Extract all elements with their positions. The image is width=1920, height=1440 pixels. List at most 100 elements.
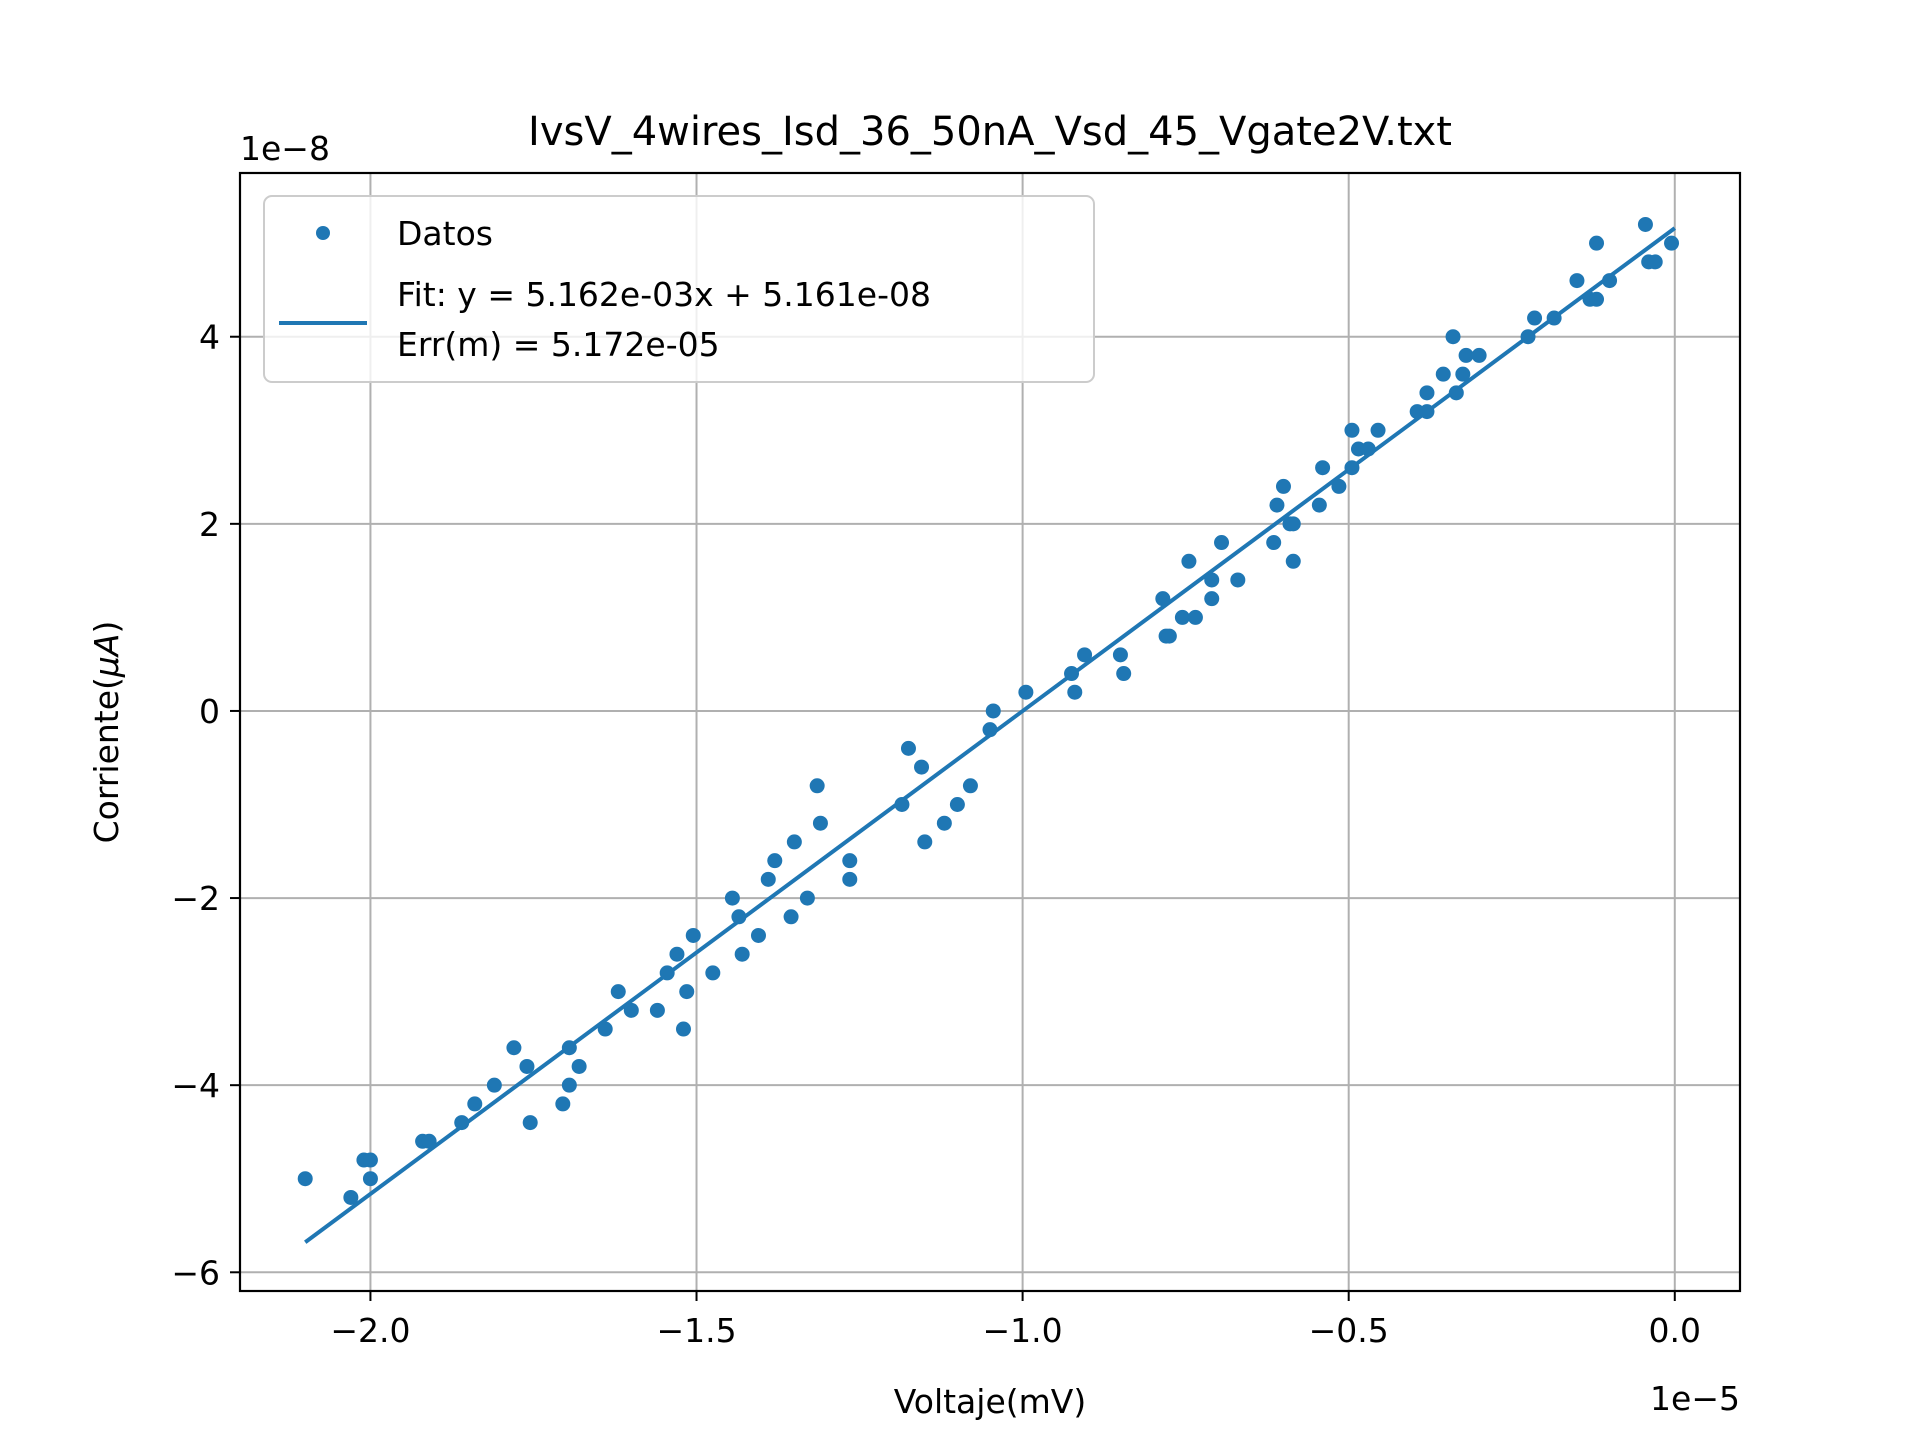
- data-point: [675, 1021, 691, 1037]
- data-point: [610, 984, 626, 1000]
- data-point: [362, 1152, 378, 1168]
- data-point: [705, 965, 721, 981]
- data-point: [1155, 591, 1171, 607]
- data-point: [1204, 572, 1220, 588]
- data-points: [297, 216, 1680, 1205]
- data-point: [1569, 273, 1585, 289]
- data-point: [1077, 647, 1093, 663]
- legend-label-datos: Datos: [397, 214, 493, 253]
- data-point: [1445, 329, 1461, 345]
- data-point: [1285, 516, 1301, 532]
- data-point: [1344, 460, 1360, 476]
- data-point: [936, 815, 952, 831]
- data-point: [1331, 478, 1347, 494]
- data-point: [297, 1171, 313, 1187]
- data-point: [1520, 329, 1536, 345]
- data-point: [1448, 385, 1464, 401]
- data-point: [467, 1096, 483, 1112]
- y-tick-label: −4: [171, 1066, 220, 1105]
- data-point: [1214, 535, 1230, 551]
- data-point: [985, 703, 1001, 719]
- data-point: [486, 1077, 502, 1093]
- data-point: [1311, 497, 1327, 513]
- data-point: [1204, 591, 1220, 607]
- data-point: [786, 834, 802, 850]
- plot-frame: [238, 171, 1742, 1293]
- data-point: [1455, 366, 1471, 382]
- x-tick-label: 0.0: [1649, 1311, 1701, 1350]
- x-tick-label: −1.0: [983, 1311, 1063, 1350]
- data-point: [1360, 441, 1376, 457]
- data-point: [1161, 628, 1177, 644]
- data-point: [731, 909, 747, 925]
- data-point: [362, 1171, 378, 1187]
- data-point: [454, 1115, 470, 1131]
- data-point: [799, 890, 815, 906]
- data-point: [1344, 422, 1360, 438]
- legend-box: [263, 195, 1095, 383]
- legend-label-fit-error: Err(m) = 5.172e-05: [397, 325, 720, 364]
- data-point: [1018, 684, 1034, 700]
- data-point: [1269, 497, 1285, 513]
- data-point: [842, 853, 858, 869]
- data-point: [750, 927, 766, 943]
- legend: Datos Fit: y = 5.162e-03x + 5.161e-08 Er…: [263, 195, 1095, 383]
- data-point: [1112, 647, 1128, 663]
- data-point: [760, 871, 776, 887]
- data-point: [506, 1040, 522, 1056]
- data-point: [685, 927, 701, 943]
- data-point: [1527, 310, 1543, 326]
- data-point: [1230, 572, 1246, 588]
- data-point: [1647, 254, 1663, 270]
- data-point: [917, 834, 933, 850]
- y-axis-label: Corriente(μA): [87, 621, 126, 844]
- data-point: [669, 946, 685, 962]
- y-tick-label: 0: [199, 692, 220, 731]
- data-point: [1275, 478, 1291, 494]
- data-point: [1067, 684, 1083, 700]
- x-offset-text: 1e−5: [1650, 1379, 1740, 1418]
- data-point: [1285, 553, 1301, 569]
- data-point: [1589, 291, 1605, 307]
- data-point: [900, 740, 916, 756]
- data-point: [561, 1077, 577, 1093]
- data-point: [1546, 310, 1562, 326]
- data-point: [659, 965, 675, 981]
- data-point: [1315, 460, 1331, 476]
- x-tick-label: −1.5: [656, 1311, 736, 1350]
- data-point: [1589, 235, 1605, 251]
- data-point: [1471, 347, 1487, 363]
- data-point: [519, 1058, 535, 1074]
- y-tick-label: 4: [199, 318, 220, 357]
- data-point: [1419, 385, 1435, 401]
- data-point: [783, 909, 799, 925]
- data-point: [1458, 347, 1474, 363]
- x-axis-ticks: −2.0 −1.5 −1.0 −0.5 0.0: [330, 1291, 1701, 1350]
- data-point: [623, 1002, 639, 1018]
- data-point: [1435, 366, 1451, 382]
- data-point: [522, 1115, 538, 1131]
- data-point: [894, 797, 910, 813]
- data-point: [555, 1096, 571, 1112]
- data-point: [982, 722, 998, 738]
- data-point: [561, 1040, 577, 1056]
- x-tick-label: −0.5: [1309, 1311, 1389, 1350]
- y-offset-text: 1e−8: [240, 129, 330, 168]
- data-point: [1266, 535, 1282, 551]
- data-point: [1181, 553, 1197, 569]
- data-point: [734, 946, 750, 962]
- data-point: [571, 1058, 587, 1074]
- data-point: [949, 797, 965, 813]
- data-point: [1637, 216, 1653, 232]
- data-point: [1370, 422, 1386, 438]
- data-point: [842, 871, 858, 887]
- legend-marker-datos: [316, 226, 330, 240]
- x-axis-label: Voltaje(mV): [894, 1382, 1086, 1421]
- data-point: [724, 890, 740, 906]
- data-point: [1664, 235, 1680, 251]
- data-point: [914, 759, 930, 775]
- x-tick-label: −2.0: [330, 1311, 410, 1350]
- data-point: [1419, 404, 1435, 420]
- data-point: [343, 1189, 359, 1205]
